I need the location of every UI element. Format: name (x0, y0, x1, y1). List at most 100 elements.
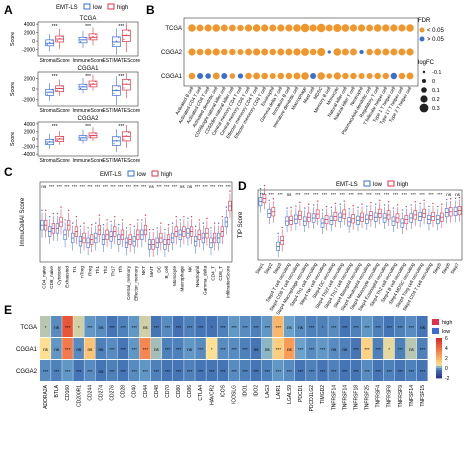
panel-b-dot (285, 24, 293, 32)
panel-c-legend-high: high (161, 172, 172, 178)
panel-b-row-label: TCGA (165, 26, 182, 32)
panel-c-significance: *** (225, 184, 231, 189)
panel-e-row-label: CGGA1 (16, 347, 38, 353)
panel-d-outlier (357, 206, 359, 209)
panel-e-colorbar-step (436, 340, 442, 343)
panel-e-cell (195, 360, 206, 381)
panel-d-significance: ns (287, 192, 293, 197)
panel-d-outlier (286, 207, 288, 209)
panel-e-legend-label: high (442, 320, 452, 326)
panel-e-cell (95, 338, 107, 359)
panel-b-dot (309, 24, 317, 32)
panel-c-xtick-label: Th17 (110, 266, 115, 277)
panel-c-frame (39, 181, 233, 263)
panel-e-cell (173, 316, 184, 337)
panel-b-logfc-legend-dot (421, 87, 427, 93)
panel-e-cell-star: *** (120, 369, 126, 374)
panel-e-cell-star: *** (87, 369, 93, 374)
panel-e-cell (73, 316, 84, 337)
panel-a-point (123, 38, 125, 40)
panel-d-significance: *** (340, 192, 346, 197)
panel-c-legend-low: low (137, 172, 147, 178)
panel-a-point (90, 38, 92, 40)
panel-c-outlier (75, 216, 78, 218)
panel-b-dot (285, 48, 293, 56)
panel-e-cell (139, 360, 151, 381)
panel-e-cell (84, 360, 96, 381)
panel-a-xtick-label: ESTIMATEScore (102, 108, 140, 114)
panel-e-cell-star: *** (143, 369, 149, 374)
panel-c-significance: *** (164, 184, 170, 189)
panel-c-outlier (102, 224, 105, 226)
panel-c-significance: ns (149, 184, 155, 189)
panel-b-dot (301, 72, 309, 80)
panel-e-cell (139, 338, 151, 359)
panel-e-cell (306, 360, 317, 381)
panel-e-cell (261, 360, 273, 381)
panel-c-outlier (206, 217, 208, 220)
panel-a-yaxis-label: Score (10, 32, 16, 46)
panel-d-significance: *** (295, 192, 301, 197)
panel-e-column-label: CD44 (143, 385, 149, 398)
panel-e-cell-star: *** (165, 347, 171, 352)
panel-d-significance: *** (260, 192, 266, 197)
panel-e-cell-star: *** (331, 325, 337, 330)
panel-e-column-label: TNFRSF8 (387, 385, 393, 408)
panel-a-point (46, 93, 48, 95)
panel-a-point (46, 143, 48, 145)
panel-e-column-label: TNFRSF4 (376, 385, 382, 408)
panel-d-outlier (339, 203, 341, 205)
panel-a-ytick-label: -4000 (22, 152, 35, 158)
panel-a-plot-frame (37, 21, 139, 57)
panel-e-cell (128, 360, 140, 381)
panel-e-column-label: TIMGD2 (320, 385, 326, 404)
panel-c-significance: *** (95, 184, 101, 189)
panel-b-dot (382, 48, 390, 56)
panel-c-significance: *** (64, 184, 70, 189)
panel-b-dot (382, 24, 390, 32)
panel-b-dot (357, 24, 366, 32)
panel-d-outlier (299, 201, 301, 203)
panel-b-dot (341, 48, 349, 56)
panel-c-xtick-label: MAIT (149, 266, 154, 277)
panel-c-outlier (187, 217, 189, 220)
panel-e-cell (416, 316, 428, 337)
panel-b-logfc-legend-label: -0.1 (432, 70, 441, 76)
panel-e-cell (73, 338, 84, 359)
panel-e-cell (416, 360, 428, 381)
panel-e-cell-star: *** (132, 369, 138, 374)
panel-a-point (49, 141, 51, 143)
panel-a-ytick-label: 2000 (24, 76, 35, 82)
panel-b-dot (221, 73, 228, 79)
panel-e-column-label: PDCD1 (298, 385, 304, 402)
panel-e-cell-star: *** (353, 369, 359, 374)
panel-c-outlier (87, 227, 89, 229)
panel-e-cell (117, 360, 129, 381)
panel-a-point (49, 91, 51, 93)
panel-d-xtick-label: Step5 (432, 262, 443, 275)
panel-e-cell (339, 360, 350, 381)
panel-e-column-label: CD244 (87, 385, 93, 401)
panel-e-legend-label: low (442, 329, 450, 335)
panel-d-outlier (361, 203, 363, 205)
panel-e-cell-star: * (78, 325, 80, 330)
panel-c-outlier (41, 209, 43, 212)
panel-d-outlier (259, 187, 262, 190)
panel-e-cell-star: *** (398, 369, 404, 374)
panel-b-dot (350, 48, 357, 56)
panel-b-dot (244, 24, 253, 32)
panel-e-cell (62, 316, 73, 337)
panel-a-point (118, 136, 120, 138)
panel-d-outlier (375, 203, 377, 205)
panel-d-outlier (405, 205, 408, 208)
panel-b-dot (237, 24, 244, 32)
panel-c-xtick-label: Central_memory (126, 265, 131, 300)
panel-e-cell (350, 316, 362, 337)
panel-e-cell-star: *** (220, 369, 226, 374)
panel-d-outlier (312, 204, 315, 206)
panel-c-significance: *** (103, 184, 109, 189)
panel-b-dot (197, 72, 204, 80)
panel-d-outlier (348, 208, 350, 210)
panel-e-cell-star: *** (331, 369, 337, 374)
